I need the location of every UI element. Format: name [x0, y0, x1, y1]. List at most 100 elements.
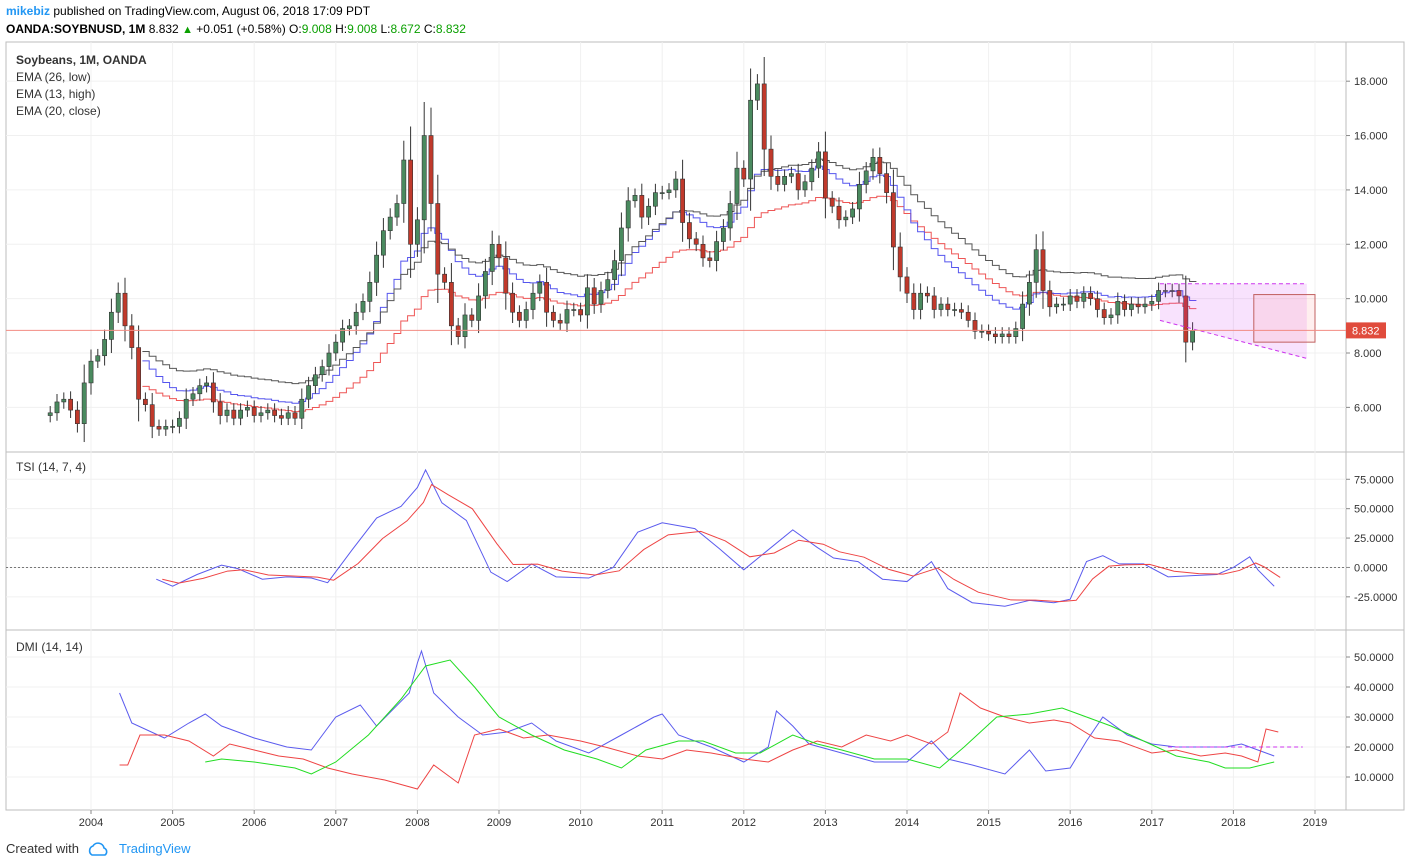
- candle-body: [1156, 290, 1161, 302]
- candle-body: [986, 330, 991, 335]
- candle-body: [584, 287, 590, 316]
- candle-body: [353, 311, 359, 327]
- legend-ema-high[interactable]: EMA (13, high): [16, 87, 96, 101]
- candle-body: [829, 197, 835, 207]
- candle-body: [170, 426, 175, 428]
- dmi-adx-line: [205, 659, 1275, 775]
- candle-body: [1020, 303, 1025, 329]
- open-value: 9.008: [301, 22, 332, 36]
- candle-body: [632, 195, 638, 202]
- dmi-legend[interactable]: DMI (14, 14): [16, 640, 83, 654]
- candle-body: [809, 167, 815, 183]
- candle-body: [965, 311, 971, 321]
- candle-body: [476, 295, 481, 321]
- candle-body: [510, 292, 515, 313]
- candle-body: [850, 208, 855, 218]
- candle-body: [224, 409, 230, 416]
- candle-body: [408, 159, 413, 245]
- x-label-2012: 2012: [732, 817, 756, 829]
- ema-close-line: [142, 195, 1197, 413]
- candle-body: [1129, 303, 1134, 310]
- candle-body: [1081, 292, 1087, 302]
- close-label: C:: [423, 22, 436, 36]
- dmi-label-50.0000: 50.0000: [1354, 652, 1394, 664]
- candle-body: [414, 219, 420, 245]
- candle-body: [557, 320, 563, 324]
- price-label-16.000: 16.000: [1354, 131, 1388, 143]
- candle-body: [693, 238, 699, 245]
- dmi-label-40.0000: 40.0000: [1354, 682, 1394, 694]
- candle-body: [251, 407, 257, 416]
- candle-body: [795, 173, 801, 191]
- dmi-minus-line: [119, 692, 1279, 790]
- author-link[interactable]: mikebiz: [6, 4, 51, 18]
- candle-body: [945, 303, 951, 310]
- candle-body: [1135, 303, 1141, 308]
- candle-body: [333, 341, 339, 354]
- candle-body: [115, 292, 121, 313]
- candle-body: [177, 417, 182, 427]
- candle-body: [782, 176, 787, 185]
- dmi-label-20.0000: 20.0000: [1354, 742, 1394, 754]
- candle-body: [897, 246, 903, 278]
- candle-body: [639, 195, 645, 218]
- candle-body: [360, 301, 366, 313]
- pattern-overlay: [1159, 283, 1316, 359]
- footer: Created with TradingView: [6, 841, 191, 856]
- candlesticks: [47, 56, 1195, 443]
- grid-lines: [6, 42, 1346, 810]
- candle-body: [1176, 290, 1182, 297]
- candle-body: [75, 409, 80, 424]
- x-label-2004: 2004: [79, 817, 103, 829]
- candle-body: [870, 156, 876, 172]
- legend-ema-low[interactable]: EMA (26, low): [16, 70, 91, 84]
- candle-body: [754, 83, 760, 101]
- candle-body: [394, 203, 400, 218]
- tsi-pane: [6, 468, 1346, 607]
- tsi-label-0.0000: 0.0000: [1354, 562, 1388, 574]
- candle-body: [149, 404, 155, 427]
- candle-body: [1142, 303, 1148, 308]
- legend-ema-close[interactable]: EMA (20, close): [16, 104, 101, 118]
- candle-body: [720, 227, 726, 242]
- candle-body: [659, 192, 665, 194]
- dmi-pane: [119, 649, 1303, 790]
- candle-body: [1169, 290, 1175, 292]
- candle-body: [958, 309, 964, 313]
- dmi-label-10.0000: 10.0000: [1354, 772, 1394, 784]
- candle-body: [979, 330, 985, 333]
- candle-body: [877, 156, 883, 174]
- candle-body: [646, 205, 651, 218]
- tsi-label-25.0000: 25.0000: [1354, 533, 1394, 545]
- candle-body: [605, 279, 611, 291]
- x-label-2005: 2005: [160, 817, 184, 829]
- tradingview-brand[interactable]: TradingView: [118, 841, 191, 856]
- publish-info: mikebiz published on TradingView.com, Au…: [6, 4, 370, 18]
- wedge-bottom: [1159, 319, 1307, 359]
- symbol-label[interactable]: OANDA:SOYBNUSD, 1M: [6, 22, 146, 36]
- candle-body: [924, 292, 930, 297]
- x-label-2014: 2014: [895, 817, 919, 829]
- x-label-2018: 2018: [1221, 817, 1245, 829]
- candle-body: [952, 309, 957, 311]
- candle-body: [217, 401, 223, 416]
- candle-body: [863, 170, 869, 185]
- candle-body: [564, 309, 570, 324]
- candle-body: [489, 243, 495, 272]
- candle-body: [231, 409, 237, 419]
- ema-high-line: [142, 165, 1197, 404]
- candle-body: [972, 320, 978, 332]
- candle-body: [931, 295, 937, 310]
- candle-body: [346, 325, 352, 329]
- candle-body: [856, 184, 862, 210]
- candle-body: [1183, 295, 1189, 343]
- price-label-8.000: 8.000: [1354, 348, 1382, 360]
- tsi-signal-line: [162, 483, 1281, 603]
- price-label-18.000: 18.000: [1354, 76, 1388, 88]
- candle-body: [496, 243, 502, 259]
- price-change: +0.051 (+0.58%): [196, 22, 286, 36]
- candle-body: [680, 178, 685, 223]
- tsi-legend[interactable]: TSI (14, 7, 4): [16, 460, 87, 474]
- candle-body: [245, 407, 250, 411]
